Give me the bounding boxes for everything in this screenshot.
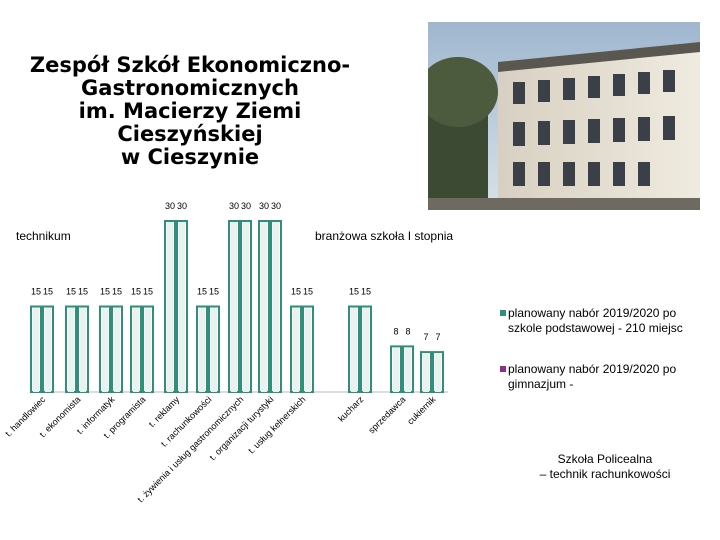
data-label-2-7: 30 xyxy=(271,201,281,211)
data-label-1-9: 15 xyxy=(349,287,359,297)
bar-fill-2-2 xyxy=(114,307,120,392)
bar-fill-2-4 xyxy=(179,222,185,392)
data-label-1-2: 15 xyxy=(100,287,110,297)
category-label-8: t. usług kelnerskich xyxy=(246,394,307,455)
bar-fill-2-10 xyxy=(405,347,411,392)
bar-fill-1-0 xyxy=(33,307,39,392)
group-label-technikum: technikum xyxy=(16,229,71,243)
data-label-1-7: 30 xyxy=(259,201,269,211)
bar-fill-2-3 xyxy=(145,307,151,392)
legend-swatch-2 xyxy=(500,366,506,372)
bar-fill-1-8 xyxy=(293,307,299,392)
category-label-9: kucharz xyxy=(336,394,366,424)
data-label-1-11: 7 xyxy=(423,332,428,342)
bar-fill-1-7 xyxy=(261,222,267,392)
category-label-11: cukiernik xyxy=(405,394,438,427)
school-building-photo xyxy=(428,22,700,210)
data-label-2-3: 15 xyxy=(143,287,153,297)
data-label-2-5: 15 xyxy=(209,287,219,297)
data-label-1-6: 30 xyxy=(229,201,239,211)
data-label-1-10: 8 xyxy=(393,326,398,336)
legend-label-1: planowany nabór 2019/2020 po szkole pods… xyxy=(508,306,683,335)
footnote-policealna: Szkoła Policealna – technik rachunkowośc… xyxy=(539,452,671,481)
data-label-2-2: 15 xyxy=(112,287,122,297)
bar-fill-2-9 xyxy=(363,307,369,392)
bar-fill-1-6 xyxy=(231,222,237,392)
bar-fill-2-6 xyxy=(243,222,249,392)
bar-fill-2-7 xyxy=(273,222,279,392)
data-label-1-5: 15 xyxy=(197,287,207,297)
bar-fill-1-9 xyxy=(351,307,357,392)
bar-fill-1-5 xyxy=(199,307,205,392)
bar-fill-1-10 xyxy=(393,347,399,392)
data-label-1-1: 15 xyxy=(66,287,76,297)
data-label-1-3: 15 xyxy=(131,287,141,297)
bar-fill-2-0 xyxy=(45,307,51,392)
bar-fill-2-1 xyxy=(80,307,86,392)
category-label-10: sprzedawca xyxy=(366,394,407,435)
bar-fill-1-2 xyxy=(102,307,108,392)
group-label-branzowa: branżowa szkoła I stopnia xyxy=(315,229,454,243)
data-label-2-4: 30 xyxy=(177,201,187,211)
data-label-2-9: 15 xyxy=(361,287,371,297)
bar-fill-2-11 xyxy=(435,353,441,392)
data-label-1-8: 15 xyxy=(291,287,301,297)
bar-fill-2-8 xyxy=(305,307,311,392)
data-label-1-0: 15 xyxy=(31,287,41,297)
bar-fill-1-11 xyxy=(423,353,429,392)
data-label-2-11: 7 xyxy=(435,332,440,342)
bar-fill-1-3 xyxy=(133,307,139,392)
legend-item-series-1: planowany nabór 2019/2020 po szkole pods… xyxy=(500,306,698,336)
data-label-2-0: 15 xyxy=(43,287,53,297)
bar-fill-1-4 xyxy=(167,222,173,392)
slide-title: Zespół Szkół Ekonomiczno- Gastronomiczny… xyxy=(29,53,351,169)
legend-item-series-2: planowany nabór 2019/2020 po gimnazjum - xyxy=(500,362,698,392)
legend-label-2: planowany nabór 2019/2020 po gimnazjum - xyxy=(508,362,677,391)
data-label-1-4: 30 xyxy=(165,201,175,211)
bar-fill-1-1 xyxy=(68,307,74,392)
data-label-2-1: 15 xyxy=(78,287,88,297)
data-label-2-10: 8 xyxy=(405,326,410,336)
data-label-2-8: 15 xyxy=(303,287,313,297)
legend-swatch-1 xyxy=(500,310,506,316)
bar-fill-2-5 xyxy=(211,307,217,392)
data-label-2-6: 30 xyxy=(241,201,251,211)
